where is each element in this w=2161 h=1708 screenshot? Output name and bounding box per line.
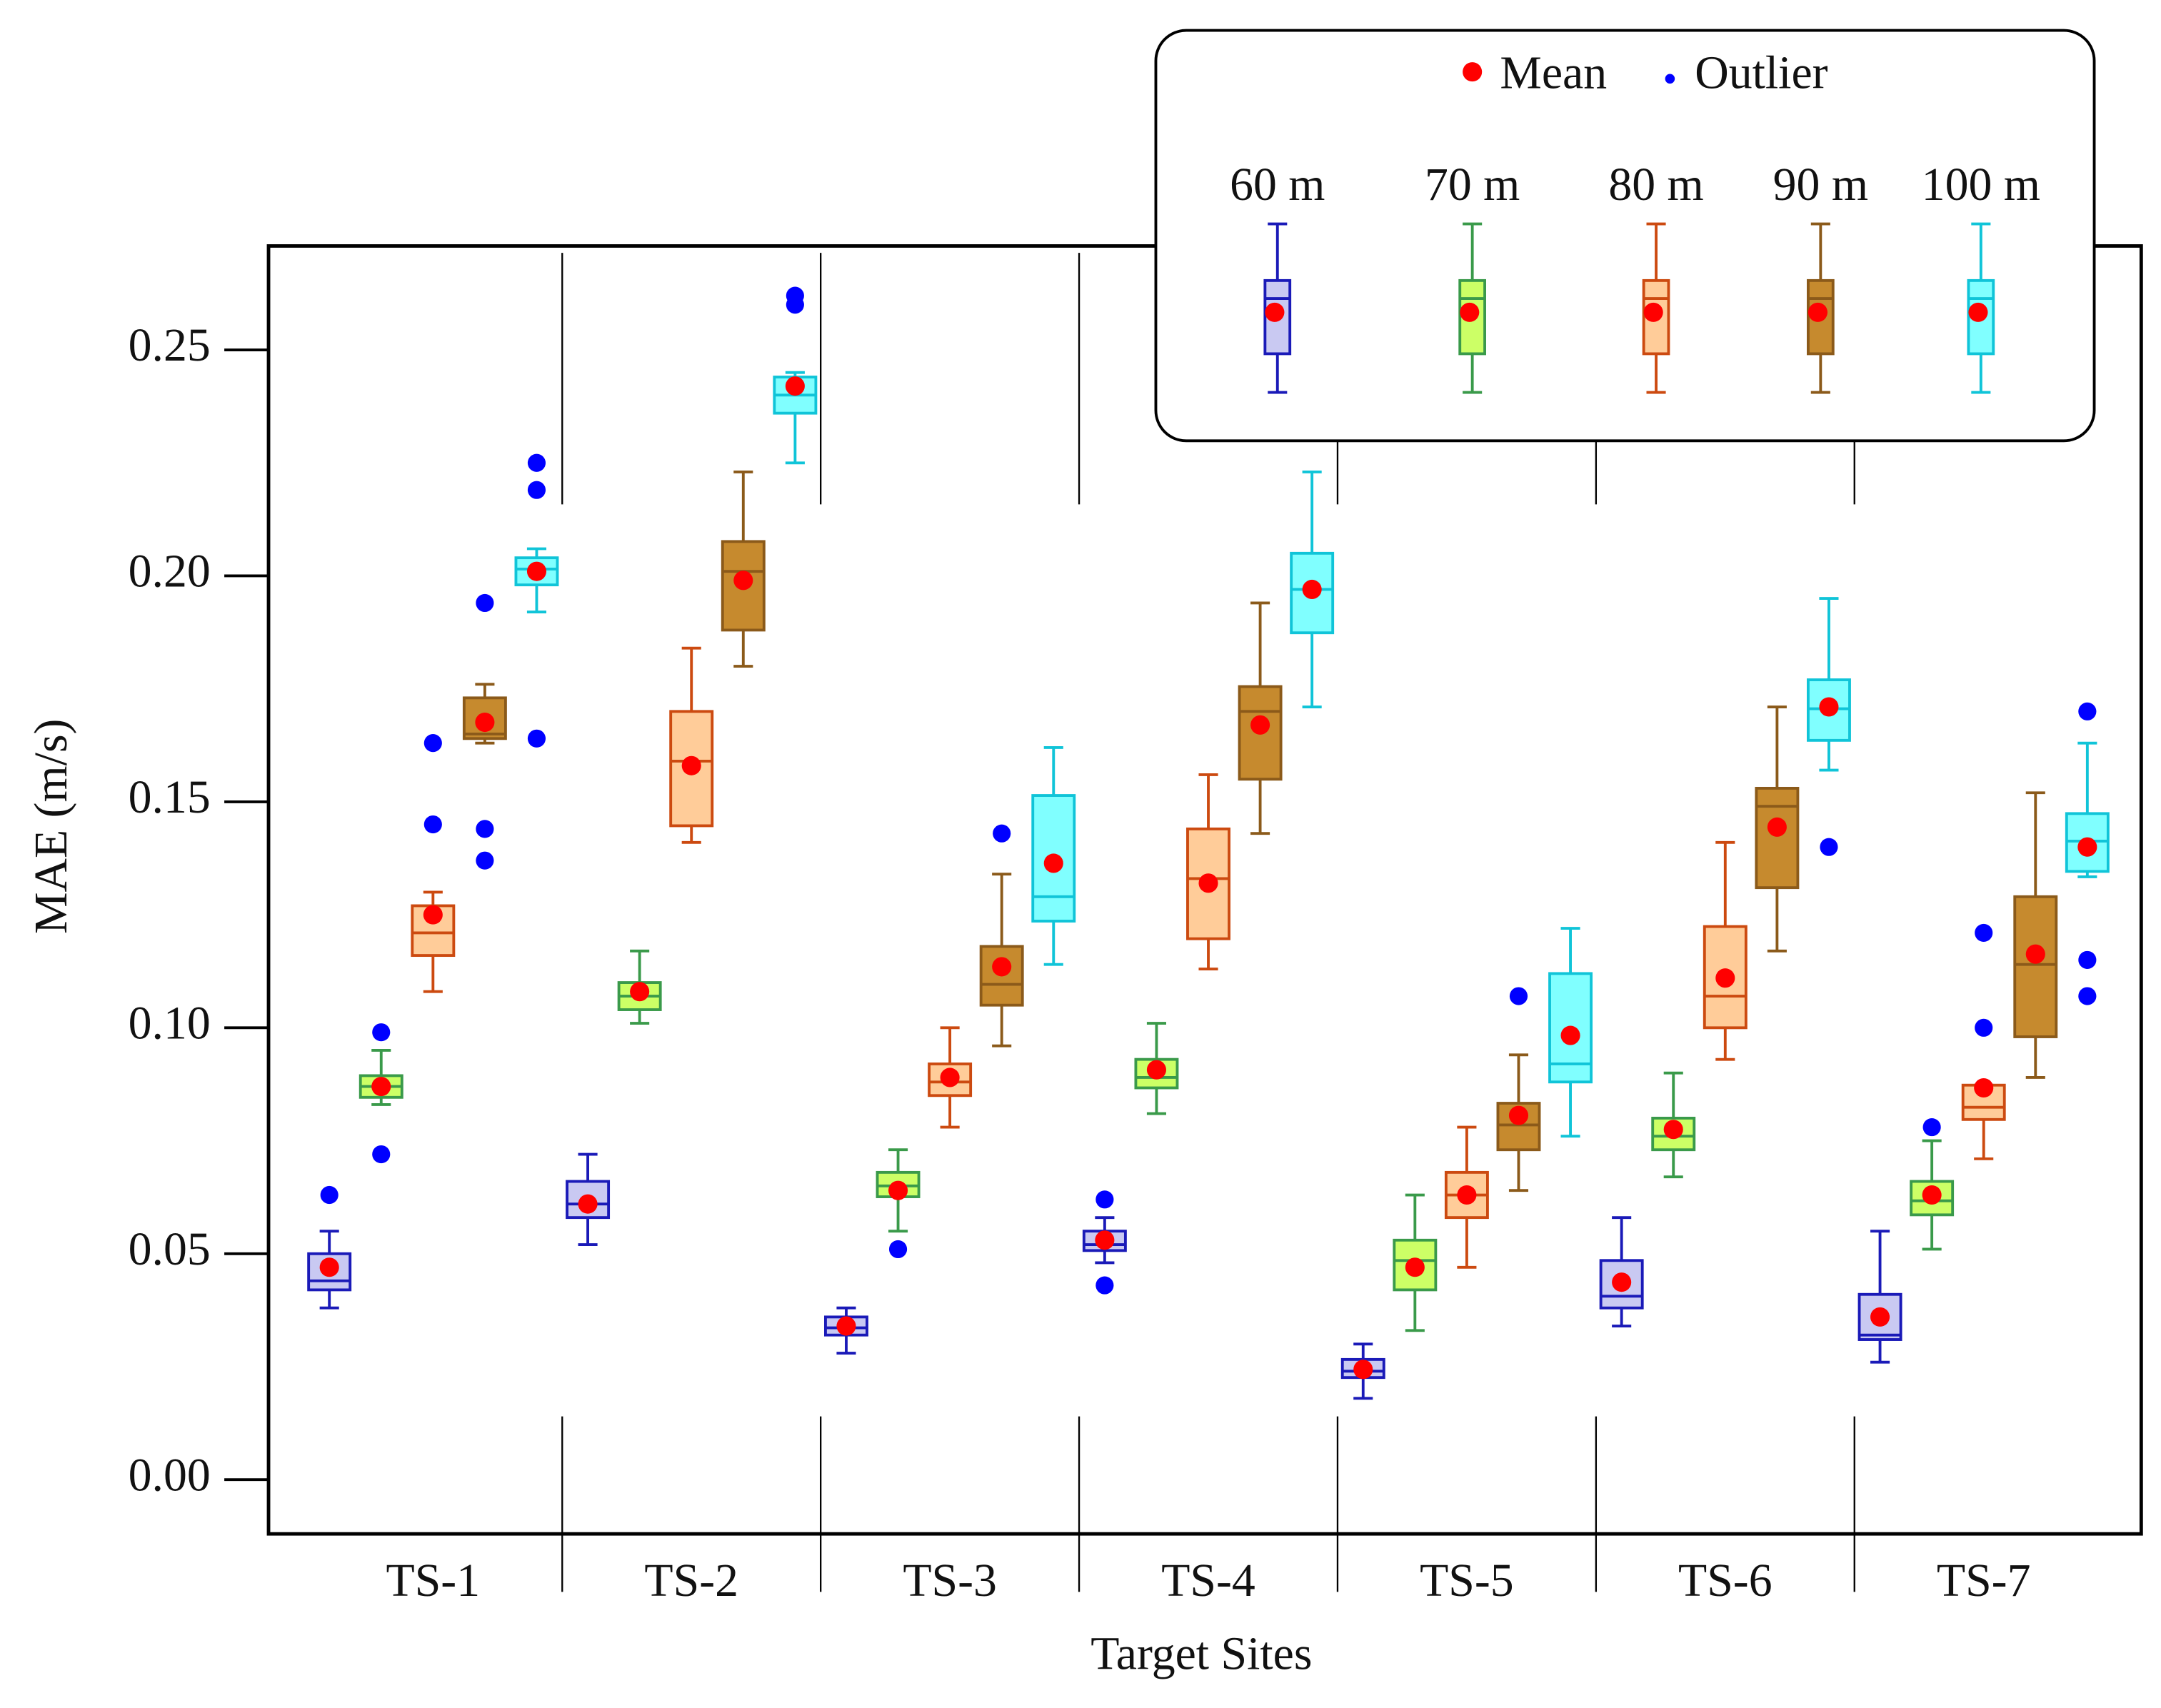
outlier [476,851,494,870]
mean [319,1257,339,1277]
mean [1457,1185,1477,1205]
y-axis-label: MAE (m/s) [25,719,77,934]
mean [1663,1120,1683,1140]
mean [1250,715,1270,735]
outlier [476,820,494,838]
x-tick-label: TS-2 [644,1554,738,1607]
legend-outlier-marker [1665,74,1675,84]
outlier [1975,1018,1993,1037]
outlier [372,1145,391,1164]
y-tick-label: 0.25 [129,319,211,371]
mean [1095,1230,1115,1250]
legend-mean-label: Mean [1500,46,1607,99]
mean [1612,1272,1632,1292]
x-tick-label: TS-6 [1678,1554,1773,1607]
mean [1043,853,1063,873]
y-tick-label: 0.00 [129,1449,211,1501]
outlier [372,1023,391,1042]
mean [888,1180,908,1200]
mean [475,712,495,733]
x-tick-label: TS-7 [1937,1554,2031,1607]
outlier [423,815,442,834]
outlier [527,729,546,748]
legend-mean [1968,302,1988,322]
legend-mean [1265,302,1285,322]
outlier [527,453,546,472]
box [1290,551,1335,635]
mean [992,957,1012,977]
outlier [2078,987,2097,1005]
y-tick-label: 0.10 [129,997,211,1049]
mean [1302,579,1322,600]
mean [1560,1025,1580,1045]
mean [2025,944,2045,964]
mean [2077,837,2097,857]
outlier [786,296,804,314]
mean [1922,1185,1942,1205]
mean [1715,968,1735,988]
legend-outlier-label: Outlier [1695,46,1827,99]
x-tick-label: TS-1 [386,1554,481,1607]
mean [1353,1360,1373,1380]
outlier [423,734,442,753]
box [2013,895,2058,1038]
legend-mean [1460,302,1480,322]
mean [1508,1105,1529,1125]
y-tick-label: 0.05 [129,1223,211,1275]
outlier [1509,987,1528,1005]
box [1755,786,1800,890]
x-tick-label: TS-4 [1161,1554,1255,1607]
mean [1974,1077,1994,1098]
outlier [1095,1190,1114,1209]
outlier [1820,838,1838,856]
x-tick-label: TS-5 [1420,1554,1514,1607]
legend-label: 90 m [1773,159,1868,211]
mean [1767,817,1787,837]
legend-mean-marker [1463,62,1483,82]
legend-label: 80 m [1608,159,1703,211]
legend-frame [1154,29,2096,443]
legend-label: 60 m [1230,159,1325,211]
mean [733,571,753,591]
mean [1405,1257,1425,1277]
outlier [1975,923,1993,943]
mean [423,905,443,925]
outlier [888,1240,908,1259]
y-tick-label: 0.15 [129,771,211,823]
mean [1870,1307,1890,1327]
outlier [476,593,494,613]
mean [578,1194,598,1214]
outlier [527,481,546,499]
mean [836,1316,856,1336]
outlier [2078,950,2097,969]
outlier [2078,702,2097,720]
mean [371,1077,391,1097]
mean [1146,1060,1166,1080]
x-tick-label: TS-3 [903,1554,997,1607]
outlier [1095,1276,1114,1295]
mean [630,982,650,1002]
mean [681,755,701,775]
mean [526,561,547,581]
y-tick-label: 0.20 [129,546,211,598]
mean [1198,873,1218,893]
outlier [1922,1117,1941,1137]
legend-label: 70 m [1425,159,1520,211]
mean [1819,697,1839,717]
outlier [320,1185,339,1205]
legend-label: 100 m [1922,159,2040,211]
mean [785,376,805,396]
mean [940,1068,960,1087]
x-axis-label: Target Sites [1090,1627,1312,1679]
outlier [993,824,1011,843]
legend-mean [1643,302,1663,322]
legend-mean [1807,302,1828,322]
